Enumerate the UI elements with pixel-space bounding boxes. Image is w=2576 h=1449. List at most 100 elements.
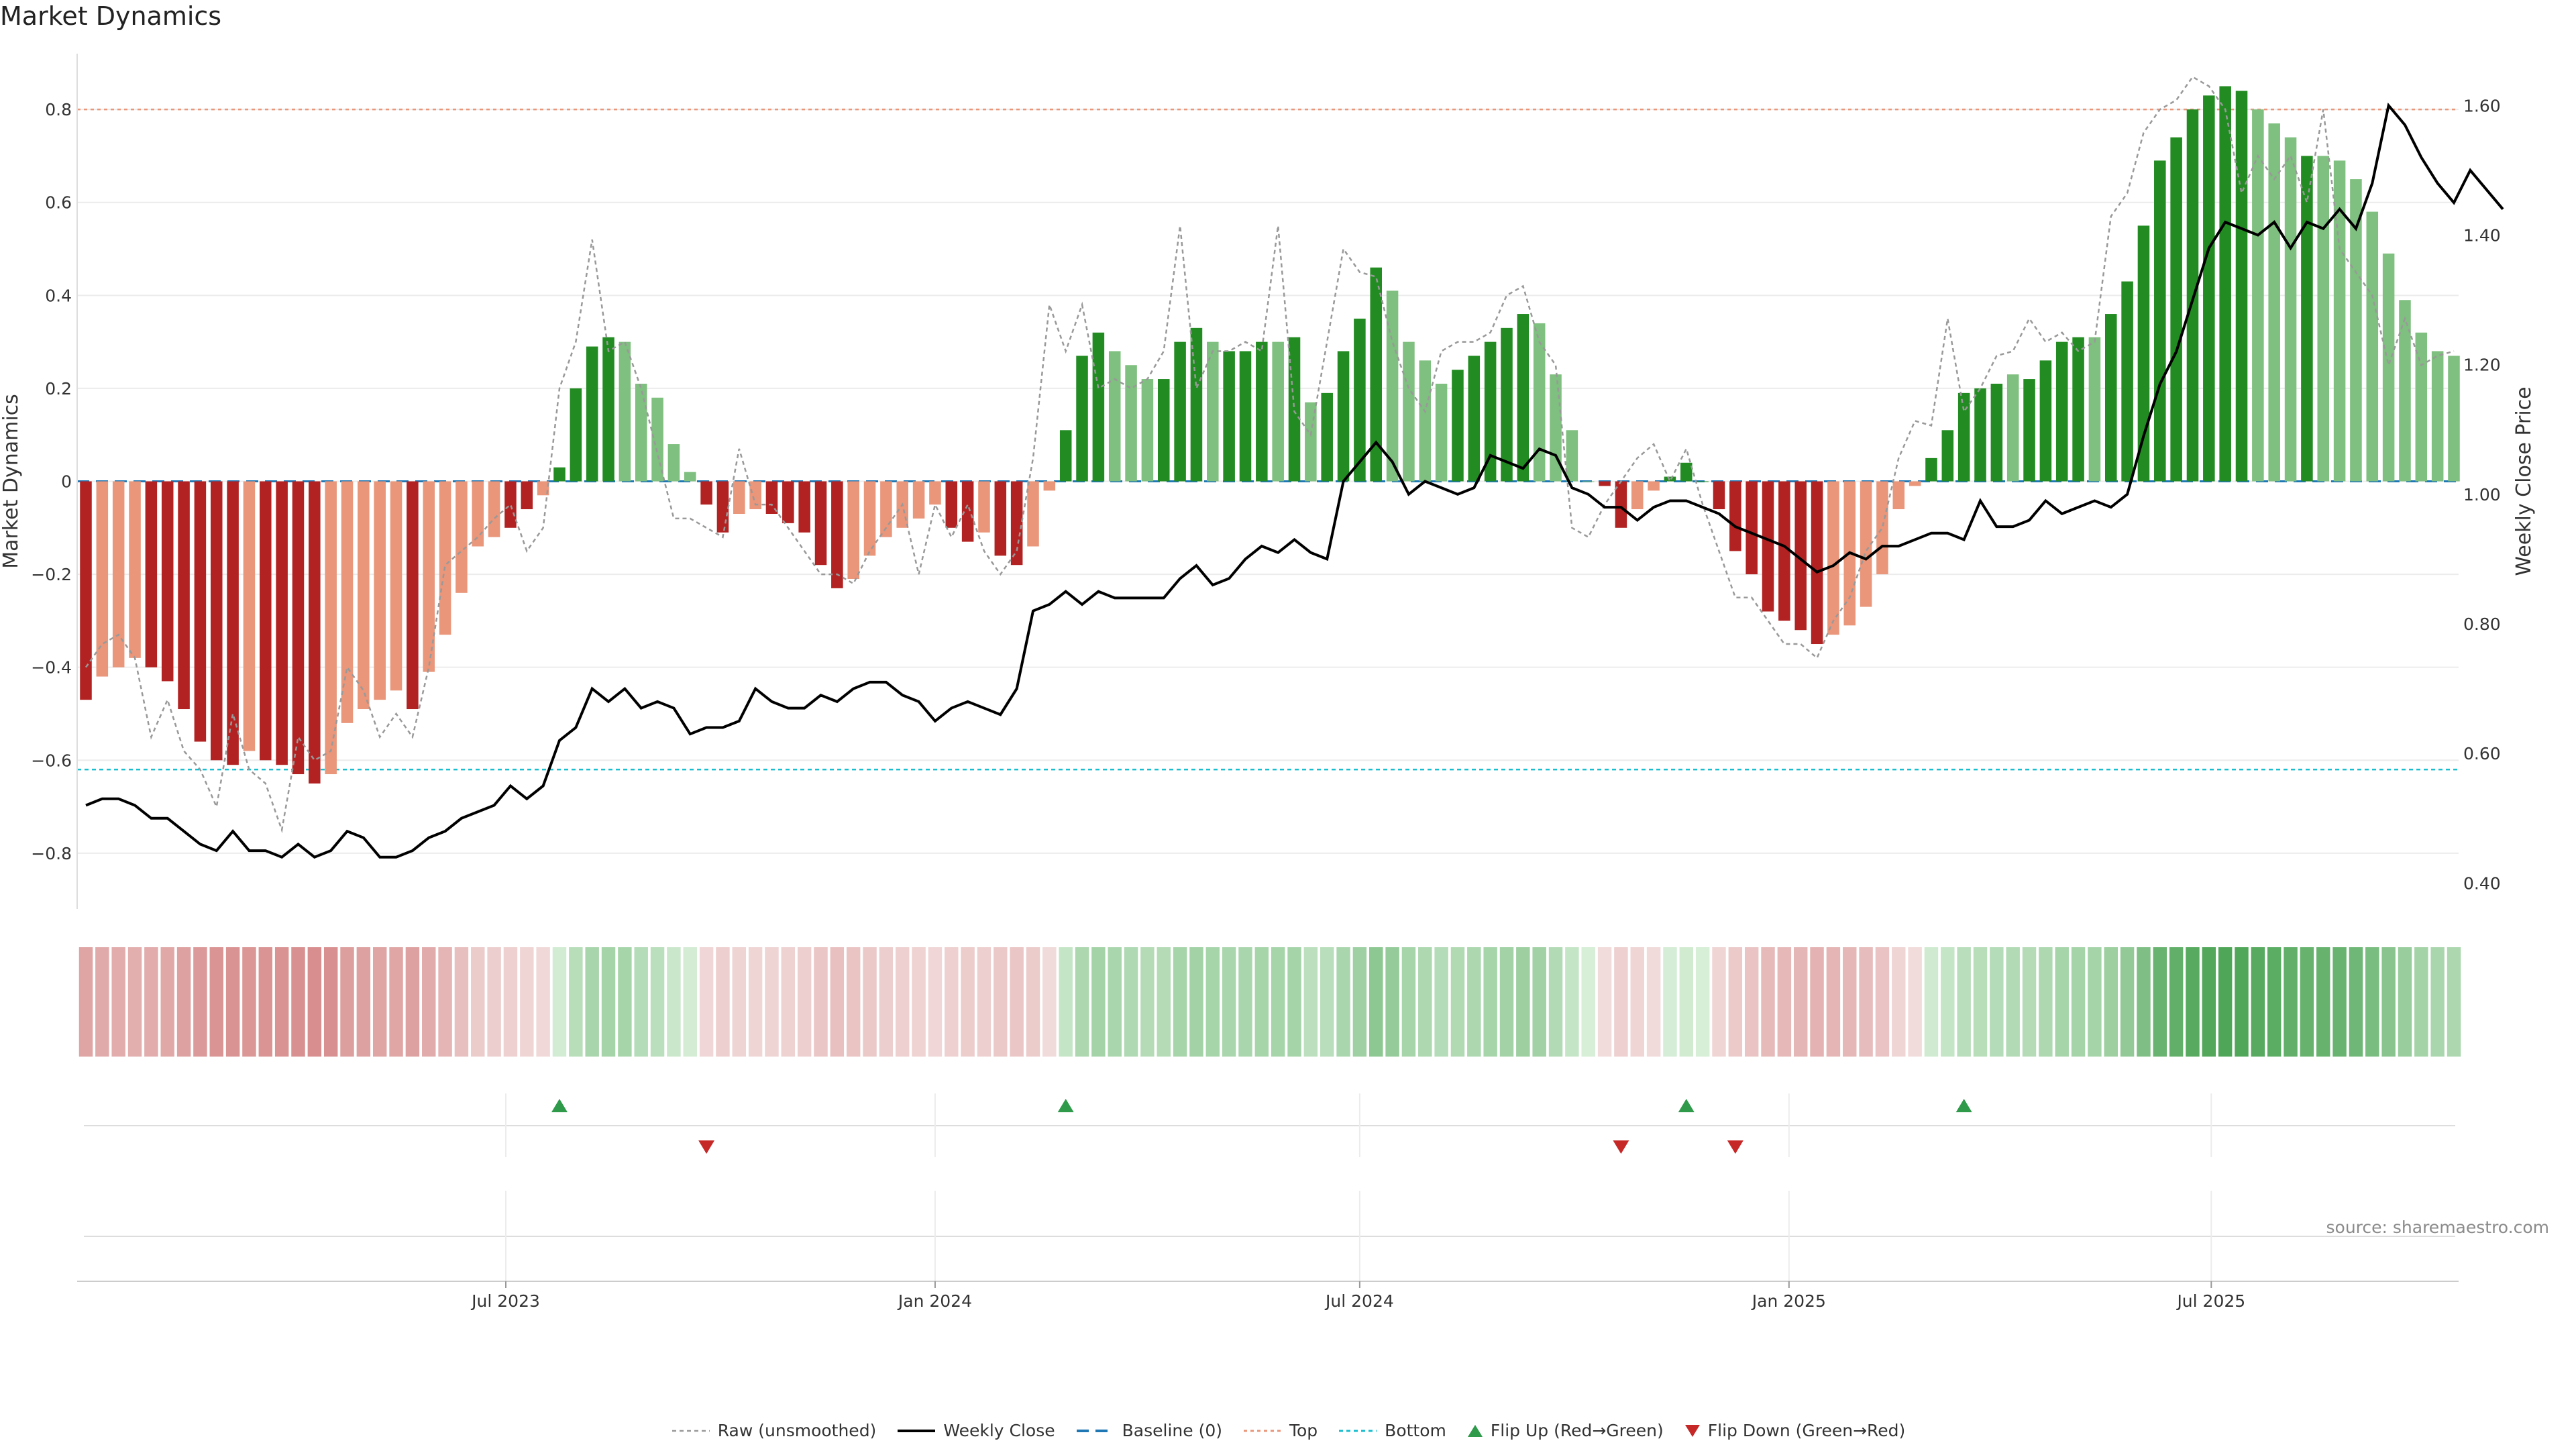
y-right-label: Weekly Close Price	[2512, 386, 2536, 576]
bar-87	[1501, 327, 1513, 482]
bar-48	[863, 481, 876, 556]
heat-cell-18	[372, 947, 387, 1057]
bar-82	[1419, 360, 1432, 482]
heat-cell-16	[340, 947, 354, 1057]
bar-23	[455, 481, 468, 593]
heat-cell-96	[1646, 947, 1661, 1057]
heat-cell-108	[1843, 947, 1857, 1057]
heat-cell-136	[2300, 947, 2314, 1057]
bar-27	[521, 481, 533, 510]
x-tick-label-3: Jan 2025	[1751, 1291, 1826, 1311]
bar-93	[1599, 481, 1611, 486]
bar-22	[439, 481, 451, 635]
bar-32	[602, 337, 614, 482]
heat-cell-99	[1695, 947, 1710, 1057]
x-axis: Jul 2023 Jan 2024 Jul 2024 Jan 2025 Jul 2025	[77, 1281, 2459, 1311]
heat-cell-138	[2332, 947, 2347, 1057]
heat-cell-33	[618, 947, 632, 1057]
heat-cell-47	[846, 947, 861, 1057]
heat-cell-2	[111, 947, 125, 1057]
heat-cell-30	[569, 947, 583, 1057]
heat-cell-37	[683, 947, 697, 1057]
heat-cell-78	[1352, 947, 1367, 1057]
bar-134	[2268, 123, 2280, 482]
legend-swatch-5	[1467, 1424, 1483, 1437]
heat-cell-40	[732, 947, 747, 1057]
y-right-tick-1: 1.40	[2463, 225, 2501, 245]
bar-1	[96, 481, 109, 677]
heat-cell-66	[1157, 947, 1171, 1057]
legend-label-5: Flip Up (Red→Green)	[1490, 1421, 1664, 1440]
flip-up-marker-1	[1057, 1099, 1074, 1112]
heat-cell-80	[1385, 947, 1399, 1057]
heat-cell-127	[2153, 947, 2167, 1057]
raw-line	[85, 75, 2455, 834]
bar-30	[570, 388, 582, 482]
bar-21	[423, 481, 435, 672]
bar-53	[945, 481, 958, 528]
heat-cell-34	[634, 947, 648, 1057]
heat-cell-132	[2235, 947, 2249, 1057]
heat-cell-97	[1663, 947, 1677, 1057]
heat-cell-71	[1238, 947, 1252, 1057]
heat-cell-58	[1026, 947, 1040, 1057]
legend-swatch-6	[1684, 1424, 1700, 1437]
heat-cell-17	[356, 947, 371, 1057]
bar-6	[178, 481, 190, 710]
heat-cell-77	[1336, 947, 1350, 1057]
heat-cell-143	[2414, 947, 2428, 1057]
bar-107	[1827, 481, 1839, 635]
heat-cell-27	[520, 947, 534, 1057]
y-left-tick-4: 0	[61, 472, 72, 492]
bar-28	[537, 481, 549, 496]
heat-cell-0	[78, 947, 93, 1057]
y-right-tick-5: 0.60	[2463, 744, 2501, 763]
bar-144	[2431, 351, 2444, 482]
bar-115	[1957, 392, 1970, 482]
heat-cell-70	[1222, 947, 1236, 1057]
heat-cell-81	[1401, 947, 1416, 1057]
heat-cell-109	[1859, 947, 1873, 1057]
heat-cell-113	[1924, 947, 1939, 1057]
bar-65	[1141, 379, 1154, 482]
bar-75	[1305, 402, 1317, 482]
heat-cell-115	[1957, 947, 1971, 1057]
heat-cell-61	[1075, 947, 1089, 1057]
legend-up-icon	[1467, 1424, 1483, 1437]
heat-cell-43	[781, 947, 796, 1057]
bar-35	[651, 397, 663, 482]
y-left-tick-7: −0.6	[31, 751, 72, 770]
heat-cell-93	[1597, 947, 1612, 1057]
bar-61	[1076, 356, 1088, 482]
heat-cell-50	[896, 947, 910, 1057]
bar-20	[407, 481, 419, 710]
bar-141	[2382, 253, 2395, 482]
bar-41	[749, 481, 761, 510]
bar-139	[2350, 179, 2362, 482]
bar-112	[1909, 481, 1921, 486]
heat-cell-121	[2055, 947, 2069, 1057]
bar-18	[374, 481, 386, 700]
heat-cell-134	[2267, 947, 2282, 1057]
heat-cell-73	[1271, 947, 1285, 1057]
y-left-tick-8: −0.8	[31, 844, 72, 863]
heat-cell-92	[1581, 947, 1595, 1057]
bar-78	[1354, 318, 1366, 482]
bar-123	[2088, 337, 2101, 482]
heat-cell-5	[160, 947, 174, 1057]
bar-130	[2203, 95, 2215, 482]
legend-item-1: Weekly Close	[896, 1421, 1055, 1440]
x-tick-label-1: Jan 2024	[897, 1291, 972, 1311]
bar-138	[2333, 160, 2346, 482]
bar-54	[961, 481, 974, 542]
heat-cell-110	[1875, 947, 1890, 1057]
heat-cell-106	[1810, 947, 1824, 1057]
heat-cell-102	[1744, 947, 1759, 1057]
heat-cell-20	[405, 947, 420, 1057]
legend-down-icon	[1684, 1424, 1700, 1437]
heat-cell-142	[2398, 947, 2412, 1057]
heat-cell-116	[1973, 947, 1988, 1057]
heat-cell-14	[307, 947, 322, 1057]
heat-cell-100	[1712, 947, 1726, 1057]
bar-59	[1043, 481, 1056, 491]
